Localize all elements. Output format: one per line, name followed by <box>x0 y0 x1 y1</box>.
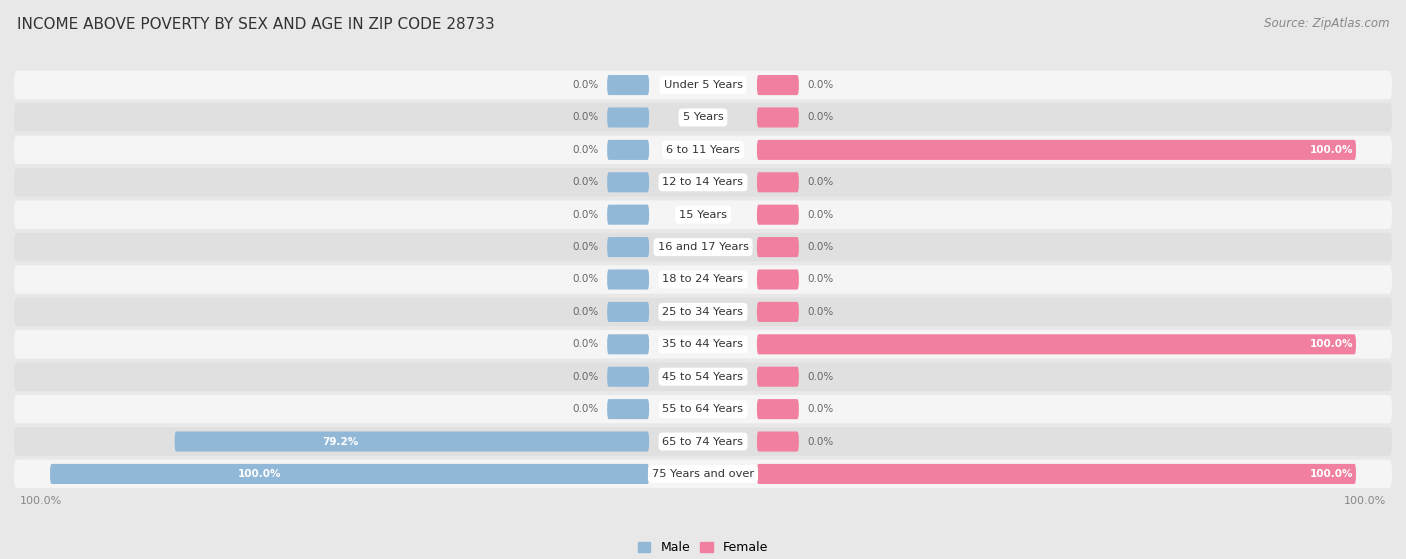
Text: 100.0%: 100.0% <box>20 495 62 505</box>
Text: 0.0%: 0.0% <box>808 242 834 252</box>
Text: 55 to 64 Years: 55 to 64 Years <box>662 404 744 414</box>
Text: 15 Years: 15 Years <box>679 210 727 220</box>
FancyBboxPatch shape <box>607 399 650 419</box>
FancyBboxPatch shape <box>756 334 1355 354</box>
Text: 0.0%: 0.0% <box>572 372 598 382</box>
FancyBboxPatch shape <box>756 140 1355 160</box>
FancyBboxPatch shape <box>607 140 650 160</box>
Text: 0.0%: 0.0% <box>572 112 598 122</box>
Text: 0.0%: 0.0% <box>808 372 834 382</box>
Text: 100.0%: 100.0% <box>1344 495 1386 505</box>
FancyBboxPatch shape <box>756 269 799 290</box>
FancyBboxPatch shape <box>607 367 650 387</box>
Text: 25 to 34 Years: 25 to 34 Years <box>662 307 744 317</box>
FancyBboxPatch shape <box>14 71 1392 100</box>
Text: 0.0%: 0.0% <box>808 112 834 122</box>
Text: 100.0%: 100.0% <box>1310 339 1354 349</box>
Text: Under 5 Years: Under 5 Years <box>664 80 742 90</box>
Text: Source: ZipAtlas.com: Source: ZipAtlas.com <box>1264 17 1389 30</box>
Text: 0.0%: 0.0% <box>808 177 834 187</box>
Text: 0.0%: 0.0% <box>808 210 834 220</box>
FancyBboxPatch shape <box>756 367 799 387</box>
Text: 0.0%: 0.0% <box>572 404 598 414</box>
FancyBboxPatch shape <box>607 172 650 192</box>
Text: 100.0%: 100.0% <box>1310 469 1354 479</box>
FancyBboxPatch shape <box>607 237 650 257</box>
FancyBboxPatch shape <box>756 399 799 419</box>
Text: 100.0%: 100.0% <box>238 469 281 479</box>
FancyBboxPatch shape <box>756 172 799 192</box>
FancyBboxPatch shape <box>607 334 650 354</box>
FancyBboxPatch shape <box>14 297 1392 326</box>
FancyBboxPatch shape <box>607 107 650 127</box>
Text: 0.0%: 0.0% <box>808 307 834 317</box>
FancyBboxPatch shape <box>14 330 1392 358</box>
Text: 0.0%: 0.0% <box>572 145 598 155</box>
FancyBboxPatch shape <box>756 205 799 225</box>
Text: 0.0%: 0.0% <box>808 437 834 447</box>
Text: 18 to 24 Years: 18 to 24 Years <box>662 274 744 285</box>
Text: 79.2%: 79.2% <box>322 437 359 447</box>
Text: 0.0%: 0.0% <box>572 274 598 285</box>
Text: INCOME ABOVE POVERTY BY SEX AND AGE IN ZIP CODE 28733: INCOME ABOVE POVERTY BY SEX AND AGE IN Z… <box>17 17 495 32</box>
FancyBboxPatch shape <box>51 464 650 484</box>
FancyBboxPatch shape <box>607 269 650 290</box>
FancyBboxPatch shape <box>14 427 1392 456</box>
Text: 0.0%: 0.0% <box>572 339 598 349</box>
FancyBboxPatch shape <box>14 168 1392 197</box>
FancyBboxPatch shape <box>756 107 799 127</box>
FancyBboxPatch shape <box>14 201 1392 229</box>
FancyBboxPatch shape <box>756 237 799 257</box>
Text: 0.0%: 0.0% <box>572 80 598 90</box>
Text: 100.0%: 100.0% <box>1310 145 1354 155</box>
Text: 0.0%: 0.0% <box>572 210 598 220</box>
Text: 0.0%: 0.0% <box>808 274 834 285</box>
FancyBboxPatch shape <box>607 75 650 95</box>
FancyBboxPatch shape <box>756 75 799 95</box>
FancyBboxPatch shape <box>756 432 799 452</box>
Text: 0.0%: 0.0% <box>572 307 598 317</box>
Text: 0.0%: 0.0% <box>572 177 598 187</box>
FancyBboxPatch shape <box>14 362 1392 391</box>
FancyBboxPatch shape <box>756 302 799 322</box>
Text: 65 to 74 Years: 65 to 74 Years <box>662 437 744 447</box>
FancyBboxPatch shape <box>14 459 1392 488</box>
FancyBboxPatch shape <box>607 302 650 322</box>
Text: 35 to 44 Years: 35 to 44 Years <box>662 339 744 349</box>
FancyBboxPatch shape <box>14 265 1392 294</box>
Text: 45 to 54 Years: 45 to 54 Years <box>662 372 744 382</box>
FancyBboxPatch shape <box>14 136 1392 164</box>
Text: 5 Years: 5 Years <box>683 112 723 122</box>
FancyBboxPatch shape <box>14 395 1392 423</box>
Text: 0.0%: 0.0% <box>808 80 834 90</box>
Legend: Male, Female: Male, Female <box>633 537 773 559</box>
FancyBboxPatch shape <box>174 432 650 452</box>
Text: 16 and 17 Years: 16 and 17 Years <box>658 242 748 252</box>
Text: 75 Years and over: 75 Years and over <box>652 469 754 479</box>
Text: 12 to 14 Years: 12 to 14 Years <box>662 177 744 187</box>
Text: 0.0%: 0.0% <box>572 242 598 252</box>
FancyBboxPatch shape <box>756 464 1355 484</box>
FancyBboxPatch shape <box>14 233 1392 262</box>
FancyBboxPatch shape <box>14 103 1392 132</box>
Text: 6 to 11 Years: 6 to 11 Years <box>666 145 740 155</box>
FancyBboxPatch shape <box>607 205 650 225</box>
Text: 0.0%: 0.0% <box>808 404 834 414</box>
